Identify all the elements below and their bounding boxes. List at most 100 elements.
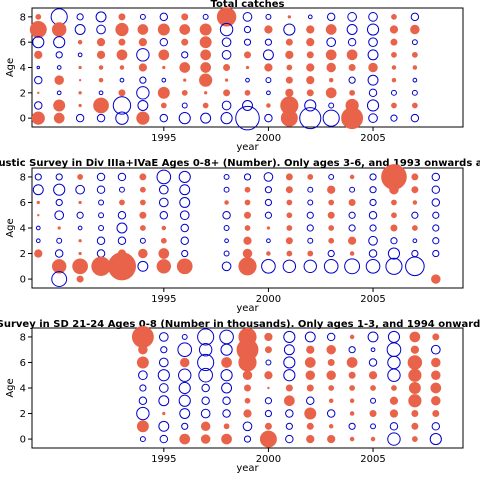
panel-1-bubble-age8-2006 bbox=[391, 13, 397, 20]
panel-2-bubble-age1-2005 bbox=[365, 258, 381, 274]
panel-1-bubble-age1-2002 bbox=[304, 99, 317, 112]
panel-1-bubble-age1-2007 bbox=[411, 102, 418, 109]
panel-2-bubble-age5-1994 bbox=[139, 211, 147, 219]
panel-2-bubble-age8-1999 bbox=[243, 173, 252, 181]
panel-1-bubble-age4-1994 bbox=[138, 63, 148, 72]
panel-1-bubble-age3-1999 bbox=[245, 77, 250, 83]
panel-2-bubble-age6-1998 bbox=[224, 200, 229, 205]
panel-2-bubble-age6-2003 bbox=[328, 199, 335, 206]
panel-2-bubble-age2-1992 bbox=[96, 249, 106, 258]
panel-1-bubble-age5-1994 bbox=[136, 48, 150, 62]
panel-1-bubble-age7-2003 bbox=[325, 24, 337, 35]
panel-3-bubble-age7-1996 bbox=[177, 342, 193, 358]
panel-1-bubble-age4-1996 bbox=[179, 62, 191, 73]
panel-3-bubble-age2-2001 bbox=[285, 409, 294, 418]
panel-1-bubble-age7-2007 bbox=[410, 24, 420, 35]
panel-1-bubble-age5-1991 bbox=[77, 52, 83, 58]
panel-1-bubble-age5-1998 bbox=[221, 50, 232, 60]
panel-3-bubble-age8-2006 bbox=[387, 330, 401, 344]
panel-3-bubble-age5-2004 bbox=[348, 371, 356, 379]
panel-1-bubble-age0-1996 bbox=[178, 112, 191, 125]
panel-2-bubble-age8-1989 bbox=[34, 173, 42, 181]
panel-3-bubble-age0-2006 bbox=[387, 432, 401, 446]
panel-1-bubble-age2-2006 bbox=[390, 89, 397, 96]
panel-1-bubble-age8-1998 bbox=[216, 7, 237, 27]
panel-2-bubble-age7-2008 bbox=[431, 185, 441, 194]
panel-3-bubble-age1-2001 bbox=[285, 422, 293, 430]
panel-3-bubble-age6-1995 bbox=[158, 357, 169, 368]
panel-1-bubble-age2-2007 bbox=[411, 89, 418, 96]
panel-2-bubble-age3-2002 bbox=[307, 237, 314, 244]
panel-3-bubble-age6-2002 bbox=[304, 357, 316, 368]
panel-2-bubble-age5-1993 bbox=[117, 211, 127, 220]
panel-1-bubble-age7-2006 bbox=[389, 25, 399, 34]
panel-2-bubble-age2-1998 bbox=[223, 250, 230, 257]
panel-3-bubble-age1-1994 bbox=[136, 420, 149, 433]
panel-3-bubble-age1-2003 bbox=[328, 424, 334, 429]
panel-3-bubble-age5-2003 bbox=[326, 370, 336, 380]
panel-1-bubble-age6-2006 bbox=[390, 38, 398, 46]
panel-2-bubble-age2-2000 bbox=[266, 251, 271, 256]
panel-1-bubble-age6-1994 bbox=[138, 38, 148, 47]
panel-2-bubble-age7-1991 bbox=[75, 184, 85, 195]
panel-3-bubble-age3-1998 bbox=[222, 396, 231, 405]
panel-3-bubble-age0-1998 bbox=[221, 433, 232, 445]
panel-1-bubble-age3-1995 bbox=[161, 77, 167, 83]
panel-2-bubble-age5-2004 bbox=[348, 211, 356, 219]
panel-2-bubble-age5-1996 bbox=[179, 210, 190, 221]
panel-2-bubble-age6-1991 bbox=[78, 200, 82, 205]
panel-3-bubble-age5-2006 bbox=[387, 368, 401, 382]
panel-1-bubble-age5-2006 bbox=[391, 51, 397, 58]
panel-2-bubble-age4-1996 bbox=[180, 223, 189, 233]
panel-1-bubble-age6-1998 bbox=[221, 37, 232, 48]
panel-1-bubble-age8-1999 bbox=[242, 12, 253, 22]
panel-2-bubble-age3-2003 bbox=[328, 237, 335, 244]
panel-2-bubble-age4-1990 bbox=[57, 226, 61, 230]
panel-2-bubble-age2-1999 bbox=[242, 248, 253, 259]
panel-1-bubble-age0-1998 bbox=[220, 112, 233, 125]
panel-1-bubble-age1-1989 bbox=[34, 101, 43, 110]
panel-3-bubble-age4-2005 bbox=[370, 385, 376, 391]
panel-1-bubble-age6-1990 bbox=[53, 36, 66, 49]
panel-2-bubble-age3-1989 bbox=[35, 238, 41, 244]
panel-2-bubble-age4-2001 bbox=[286, 225, 293, 231]
panel-1-bubble-age2-2001 bbox=[285, 88, 294, 97]
panel-3-bubble-age6-2008 bbox=[431, 357, 441, 368]
panel-2-bubble-age7-2006 bbox=[389, 184, 399, 195]
panel-2-bubble-age8-1994 bbox=[139, 173, 147, 181]
panel-2-bubble-age5-2007 bbox=[411, 211, 419, 219]
panel-1-bubble-age4-2003 bbox=[326, 62, 336, 73]
panel-1-bubble-age4-2001 bbox=[286, 64, 293, 71]
panel-1-bubble-age4-2004 bbox=[348, 64, 356, 72]
panel-1-bubble-age0-1989 bbox=[31, 111, 45, 125]
panel-1-bubble-age7-1993 bbox=[115, 22, 129, 37]
panel-2-bubble-age7-2003 bbox=[327, 185, 336, 194]
panel-1-bubble-age3-2007 bbox=[412, 77, 418, 83]
panel-1-bubble-age8-1989 bbox=[35, 13, 42, 20]
panel-2-bubble-age3-1993 bbox=[117, 236, 127, 245]
panel-3-bubble-age1-1999 bbox=[242, 421, 253, 432]
panel-1-bubble-age1-1997 bbox=[202, 102, 209, 109]
panel-1-bubble-age0-2004 bbox=[341, 107, 364, 130]
panel-3-xlabel: year bbox=[236, 463, 259, 474]
panel-1-ytick-label: 2 bbox=[20, 88, 26, 99]
panel-2-bubble-age4-1998 bbox=[223, 225, 230, 231]
panel-2-bubble-age1-2003 bbox=[323, 258, 339, 274]
panel-3-bubble-age7-2002 bbox=[306, 345, 315, 354]
panel-1-bubble-age7-1997 bbox=[199, 23, 212, 36]
panel-1-bubble-age8-1996 bbox=[181, 13, 189, 21]
panel-2-ytick-label: 0 bbox=[20, 275, 26, 286]
panel-2-bubble-age1-1999 bbox=[238, 257, 257, 276]
panel-2-bubble-age3-2004 bbox=[347, 236, 357, 245]
panel-3-bubble-age8-1998 bbox=[219, 329, 234, 345]
panel-2-bubble-age4-1989 bbox=[35, 225, 41, 231]
panel-3-bubble-age2-2002 bbox=[304, 407, 317, 420]
panel-3-bubble-age5-2007 bbox=[408, 368, 422, 382]
panel-3-bubble-age4-2006 bbox=[391, 385, 397, 391]
panel-2-bubble-age5-1999 bbox=[243, 211, 251, 219]
panel-3-bubble-age8-2002 bbox=[304, 331, 316, 343]
panel-1-bubble-age0-2003 bbox=[322, 109, 340, 127]
panel-3-bubble-age0-2007 bbox=[411, 436, 418, 442]
panel-1-bubble-age1-1993 bbox=[112, 96, 132, 115]
panel-2-bubble-age6-2004 bbox=[348, 198, 356, 206]
